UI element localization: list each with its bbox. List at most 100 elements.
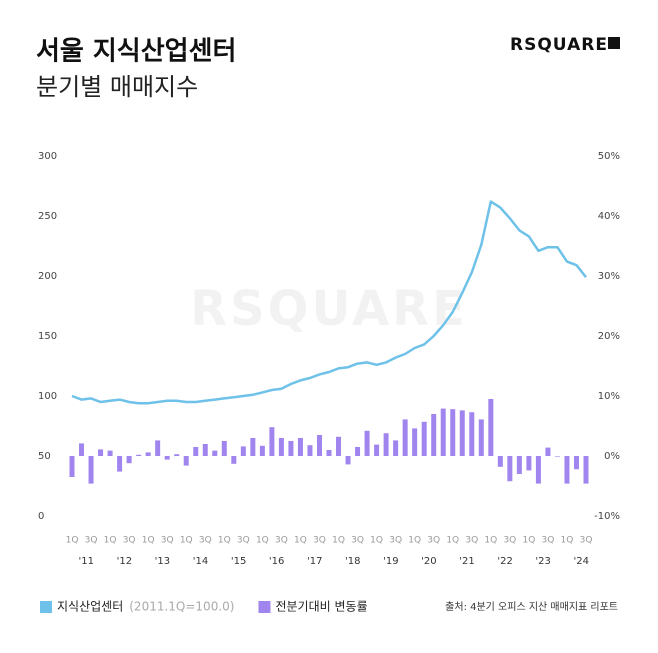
bar [526,456,532,471]
brand-logo: RSQUARE [510,35,608,55]
year-label: '21 [459,556,474,567]
bar [573,456,579,470]
year-label: '24 [573,556,588,567]
bar [174,454,180,456]
legend-label: 전분기대비 변동률 [275,600,367,614]
bar [364,430,370,456]
y2-tick-label: 40% [598,211,620,222]
year-label: '20 [421,556,436,567]
bar [316,435,322,456]
x-tick-label: 3Q [161,536,174,546]
x-tick-label: 1Q [180,536,193,546]
x-tick-label: 3Q [465,536,478,546]
bar [383,433,389,456]
bar [69,456,75,477]
logo-square [608,37,620,49]
bar [250,438,256,456]
y2-tick-label: 20% [598,331,620,342]
bar [440,408,446,456]
bar [450,409,456,456]
y2-tick-label: 30% [598,271,620,282]
bar [545,447,551,456]
bar [231,456,237,464]
year-label: '17 [307,556,322,567]
bar [155,440,161,456]
x-tick-label: 1Q [522,536,535,546]
x-tick-label: 1Q [561,536,574,546]
bar [431,414,437,456]
year-label: '23 [535,556,550,567]
x-tick-label: 1Q [370,536,383,546]
year-label: '16 [269,556,284,567]
bar [374,444,380,456]
bar [164,456,170,460]
line [71,200,587,405]
bar [355,447,361,456]
year-label: '13 [155,556,170,567]
x-tick-label: 1Q [294,536,307,546]
y2-tick-label: -10% [594,511,620,522]
x-tick-label: 1Q [142,536,155,546]
bar [412,428,418,456]
bar [240,446,246,456]
bar [98,449,104,456]
y-tick-label: 250 [38,211,57,222]
legend-note: (2011.1Q=100.0) [129,600,234,614]
year-label: '19 [383,556,398,567]
legend-swatch [40,601,52,613]
bar [564,456,570,484]
x-tick-label: 3Q [199,536,212,546]
bar [393,440,399,456]
bar [326,450,332,456]
bar [535,456,541,484]
bar [421,421,427,456]
y2-tick-label: 50% [598,151,620,162]
bar [259,445,265,456]
bar [288,441,294,456]
bar [516,456,522,474]
bar [345,456,351,465]
y2-tick-label: 10% [598,391,620,402]
bar [126,456,132,464]
bar [269,427,275,456]
x-tick-label: 3Q [313,536,326,546]
x-tick-label: 1Q [104,536,117,546]
y2-tick-label: 0% [604,451,620,462]
bar [478,419,484,456]
year-label: '22 [497,556,512,567]
bar [497,456,503,467]
y-tick-label: 100 [38,391,57,402]
bar [583,456,589,484]
year-label: '15 [231,556,246,567]
bar [117,456,123,472]
bar [145,452,151,456]
x-tick-label: 3Q [580,536,593,546]
x-tick-label: 1Q [484,536,497,546]
bar [297,438,303,456]
bar [183,456,189,466]
x-tick-label: 3Q [427,536,440,546]
bar [136,454,142,456]
bar [88,456,94,484]
bar [469,412,475,456]
x-tick-label: 1Q [446,536,459,546]
bar [488,399,494,456]
bar [554,456,560,457]
bar [402,419,408,456]
year-label: '18 [345,556,360,567]
bar [278,438,284,456]
y-tick-label: 0 [38,511,44,522]
bar [79,443,85,456]
watermark: RSQUARE [190,281,468,337]
y-tick-label: 50 [38,451,51,462]
bar [221,441,227,456]
x-tick-label: 1Q [332,536,345,546]
source: 출처: 4분기 오피스 지산 매매지표 리포트 [445,601,618,613]
x-tick-label: 1Q [218,536,231,546]
bar [202,444,208,456]
x-tick-label: 1Q [408,536,421,546]
chart-subtitle: 분기별 매매지수 [36,73,198,101]
x-tick-label: 3Q [123,536,136,546]
x-tick-label: 1Q [66,536,79,546]
